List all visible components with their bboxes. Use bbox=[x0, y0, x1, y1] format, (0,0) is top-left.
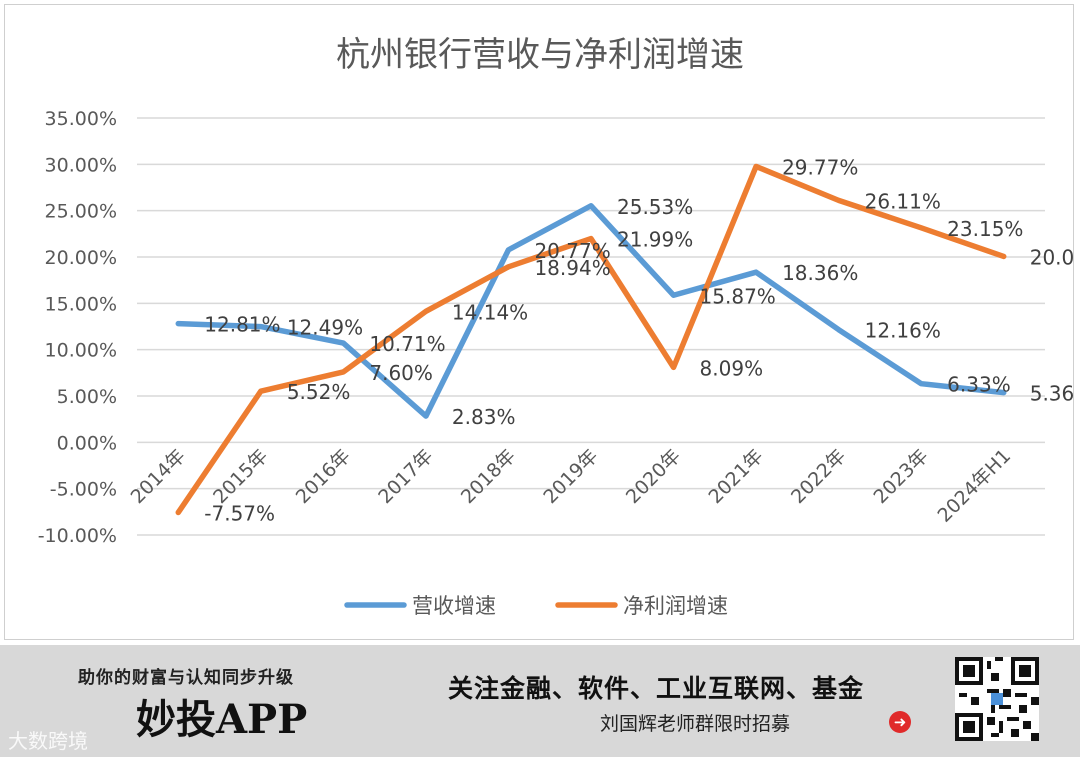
y-tick-label: 30.00% bbox=[45, 154, 117, 176]
data-label: 18.94% bbox=[534, 256, 610, 280]
y-tick-label: 25.00% bbox=[45, 201, 117, 223]
y-tick-label: 5.00% bbox=[57, 386, 117, 408]
data-label: 12.16% bbox=[865, 319, 941, 343]
y-tick-label: 10.00% bbox=[45, 340, 117, 362]
series-line-revenue bbox=[175, 203, 1007, 419]
x-tick-label: 2023年 bbox=[870, 445, 933, 508]
line-chart: 杭州银行营收与净利润增速 35.00% 30.00% 25.00% 20.00% 15.0… bbox=[38, 35, 1075, 618]
data-label: 5.36% bbox=[1030, 382, 1075, 406]
data-label: 21.99% bbox=[617, 228, 693, 252]
y-tick-label: 0.00% bbox=[57, 432, 117, 454]
data-label: 23.15% bbox=[947, 217, 1023, 241]
watermark: 大数跨境 bbox=[8, 729, 88, 753]
legend-revenue-label: 营收增速 bbox=[412, 594, 496, 618]
data-label: 18.36% bbox=[782, 261, 858, 285]
qr-code-icon[interactable] bbox=[955, 657, 1039, 741]
x-tick-label: 2018年 bbox=[457, 445, 520, 508]
series-line-net-profit bbox=[175, 163, 1007, 516]
arrow-right-circle-icon[interactable]: ➜ bbox=[889, 711, 911, 733]
data-label: 15.87% bbox=[700, 284, 776, 308]
data-label: 7.60% bbox=[369, 361, 433, 385]
data-label: 2.83% bbox=[452, 405, 516, 429]
data-label: 14.14% bbox=[452, 300, 528, 324]
data-label: 5.52% bbox=[287, 380, 351, 404]
legend-net-profit-label: 净利润增速 bbox=[623, 594, 728, 618]
data-label: 6.33% bbox=[947, 373, 1011, 397]
y-tick-label: -5.00% bbox=[50, 479, 117, 501]
x-tick-label: 2021年 bbox=[704, 445, 767, 508]
y-tick-label: 35.00% bbox=[45, 108, 117, 130]
data-label: 8.09% bbox=[700, 356, 764, 380]
chart-frame: 杭州银行营收与净利润增速 35.00% 30.00% 25.00% 20.00% 15.0… bbox=[4, 4, 1075, 640]
y-tick-label: 15.00% bbox=[45, 293, 117, 315]
y-tick-label: 20.00% bbox=[45, 247, 117, 269]
banner-app-name[interactable]: 妙投APP bbox=[136, 696, 308, 743]
x-tick-label: 2014年 bbox=[127, 445, 190, 508]
data-label: 20.77% bbox=[534, 239, 610, 263]
x-tick-label: 2017年 bbox=[374, 445, 437, 508]
banner-headline: 关注金融、软件、工业互联网、基金 bbox=[448, 674, 865, 703]
x-tick-label: 2016年 bbox=[292, 445, 355, 508]
data-label: 12.49% bbox=[287, 316, 363, 340]
y-tick-label: -10.00% bbox=[38, 525, 117, 547]
data-label: -7.57% bbox=[204, 501, 275, 525]
banner-subtext: 刘国辉老师群限时招募 bbox=[600, 713, 791, 735]
data-label: 10.71% bbox=[369, 332, 445, 356]
x-tick-label: 2022年 bbox=[787, 445, 850, 508]
x-tick-label: 2019年 bbox=[539, 445, 602, 508]
data-label: 12.81% bbox=[204, 313, 280, 337]
data-label: 25.53% bbox=[617, 195, 693, 219]
data-label: 20.06% bbox=[1030, 245, 1075, 269]
chart-title: 杭州银行营收与净利润增速 bbox=[336, 35, 744, 75]
x-tick-label: 2020年 bbox=[622, 445, 685, 508]
data-label: 26.11% bbox=[865, 189, 941, 213]
x-tick-label: 2024年H1 bbox=[933, 445, 1015, 527]
banner-tagline: 助你的财富与认知同步升级 bbox=[78, 668, 294, 688]
data-label: 29.77% bbox=[782, 155, 858, 179]
promo-banner[interactable]: 助你的财富与认知同步升级 妙投APP 关注金融、软件、工业互联网、基金 刘国辉老… bbox=[0, 645, 1080, 757]
